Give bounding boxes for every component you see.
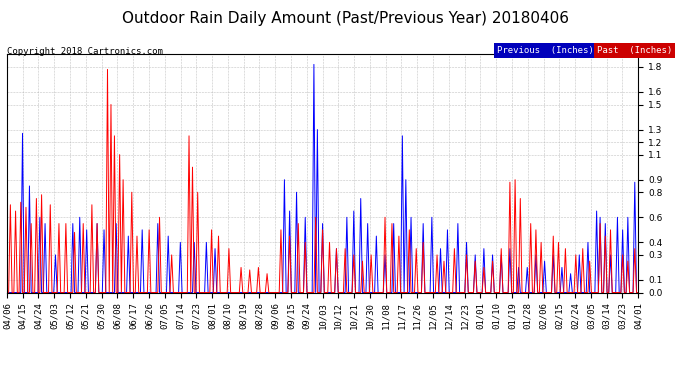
Past  (Inches) bbox=[138, 290, 146, 295]
Past  (Inches) bbox=[546, 290, 554, 295]
Past  (Inches) bbox=[3, 290, 11, 295]
Previous  (Inches) bbox=[137, 290, 145, 295]
Previous  (Inches) bbox=[254, 290, 262, 295]
Previous  (Inches) bbox=[634, 290, 642, 295]
Previous  (Inches) bbox=[3, 290, 11, 295]
Text: Past  (Inches): Past (Inches) bbox=[597, 46, 672, 55]
Past  (Inches) bbox=[104, 67, 112, 72]
Previous  (Inches) bbox=[258, 290, 266, 295]
Past  (Inches) bbox=[634, 290, 642, 295]
Previous  (Inches) bbox=[607, 253, 615, 257]
Previous  (Inches) bbox=[310, 62, 318, 67]
Text: Copyright 2018 Cartronics.com: Copyright 2018 Cartronics.com bbox=[7, 47, 163, 56]
Line: Previous  (Inches): Previous (Inches) bbox=[7, 64, 638, 292]
Past  (Inches) bbox=[178, 290, 186, 295]
Past  (Inches) bbox=[607, 228, 615, 232]
Text: Outdoor Rain Daily Amount (Past/Previous Year) 20180406: Outdoor Rain Daily Amount (Past/Previous… bbox=[121, 11, 569, 26]
Past  (Inches) bbox=[259, 290, 268, 295]
Line: Past  (Inches): Past (Inches) bbox=[7, 69, 638, 292]
Text: Previous  (Inches): Previous (Inches) bbox=[497, 46, 593, 55]
Previous  (Inches) bbox=[176, 240, 184, 244]
Past  (Inches) bbox=[256, 290, 264, 295]
Previous  (Inches) bbox=[546, 290, 554, 295]
